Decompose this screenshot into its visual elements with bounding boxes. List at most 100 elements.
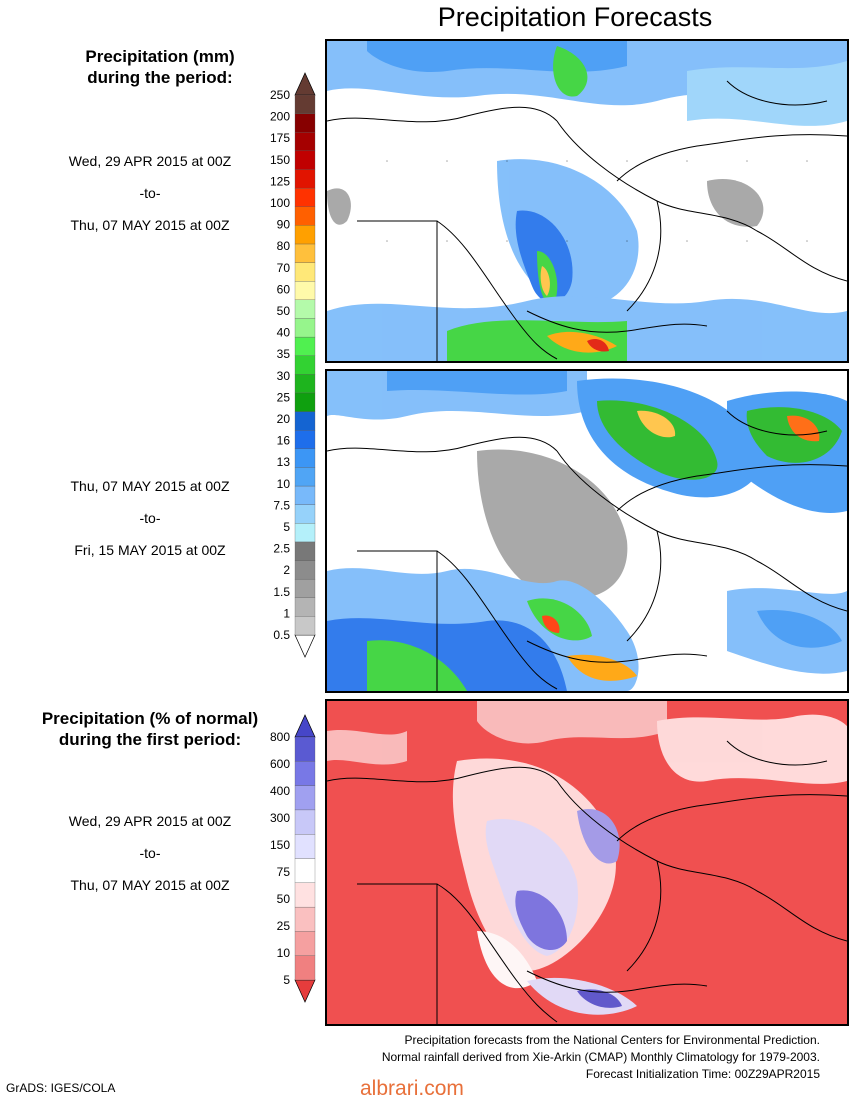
mm-heading-line-2: during the period:	[87, 68, 233, 87]
mm-legend-tick-label: 25	[277, 390, 291, 404]
mm-legend-tick-label: 2.5	[273, 542, 290, 556]
pct-legend-color-box	[294, 834, 316, 859]
mm-period-1-start: Wed, 29 APR 2015 at 00Z	[68, 153, 232, 169]
mm-legend-color-box	[294, 467, 316, 487]
mm-period-1: Wed, 29 APR 2015 at 00Z -to- Thu, 07 MAY…	[0, 145, 300, 241]
mm-legend-tick-label: 80	[277, 239, 291, 253]
mm-period-1-to: -to-	[139, 185, 161, 201]
pct-legend-tick-label: 800	[270, 730, 290, 744]
mm-legend-color-box	[294, 504, 316, 524]
mm-period-1-end: Thu, 07 MAY 2015 at 00Z	[70, 217, 230, 233]
mm-legend-color-box	[294, 150, 316, 170]
pct-legend-color-box	[294, 761, 316, 786]
footer-line-1: Precipitation forecasts from the Nationa…	[404, 1033, 820, 1047]
mm-legend-color-box	[294, 132, 316, 152]
mm-color-legend: 0.5 1 1.5 2 2.5 5 7.5 10 13 16 20 25 30 35 40 50 60 70 80 9…	[250, 70, 320, 670]
mm-period-2: Thu, 07 MAY 2015 at 00Z -to- Fri, 15 MAY…	[0, 470, 300, 566]
mm-legend-tick-label: 70	[277, 261, 291, 275]
pct-legend-tick-label: 75	[277, 865, 291, 879]
pct-legend-color-box	[294, 858, 316, 883]
mm-legend-color-box	[294, 392, 316, 412]
mm-legend-tick-label: 7.5	[273, 498, 290, 512]
pct-legend-color-box	[294, 736, 316, 762]
mm-legend-tick-label: 200	[270, 110, 290, 124]
mm-legend-tick-label: 150	[270, 153, 290, 167]
mm-legend-color-box	[294, 560, 316, 580]
pct-legend-color-box	[294, 931, 316, 956]
pct-legend-top-arrow	[294, 714, 316, 738]
mm-legend-tick-label: 13	[277, 455, 291, 469]
mm-legend-color-box	[294, 578, 316, 598]
mm-legend-tick-label: 60	[277, 282, 291, 296]
grads-credit: GrADS: IGES/COLA	[6, 1081, 116, 1095]
pct-legend-color-box	[294, 882, 316, 908]
mm-legend-color-box	[294, 169, 316, 189]
footer-notes: Precipitation forecasts from the Nationa…	[382, 1032, 820, 1083]
mm-legend-tick-label: 10	[277, 477, 291, 491]
mm-legend-tick-label: 125	[270, 174, 290, 188]
mm-legend-color-box	[294, 262, 316, 282]
pct-heading-line-1: Precipitation (% of normal)	[41, 709, 259, 728]
mm-legend-tick-label: 90	[277, 218, 291, 232]
pct-heading: Precipitation (% of normal) during the f…	[0, 708, 310, 750]
mm-legend-color-box	[294, 336, 316, 356]
mm-colorbar: 0.5 1 1.5 2 2.5 5 7.5 10 13 16 20 25 30 35 40 50 60 70 80 9…	[270, 72, 316, 658]
footer-line-2: Normal rainfall derived from Xie-Arkin (…	[381, 1050, 820, 1064]
mm-period-2-start: Thu, 07 MAY 2015 at 00Z	[70, 478, 230, 494]
pct-legend-tick-label: 600	[270, 757, 290, 771]
mm-legend-color-box	[294, 616, 316, 636]
mm-legend-color-box	[294, 281, 316, 300]
mm-legend-color-box	[294, 187, 316, 207]
mm-legend-color-box	[294, 597, 316, 617]
mm-legend-tick-label: 175	[270, 131, 290, 145]
mm-legend-color-box	[294, 206, 316, 226]
map-panel-pct-normal	[325, 699, 849, 1026]
mm-legend-tick-label: 16	[277, 434, 291, 448]
pct-legend-color-box	[294, 785, 316, 811]
pct-normal-map	[327, 701, 847, 1024]
mm-legend-tick-label: 40	[277, 326, 291, 340]
mm-heading: Precipitation (mm) during the period:	[0, 46, 320, 88]
mm-legend-color-box	[294, 448, 316, 468]
mm-legend-tick-label: 250	[270, 88, 290, 102]
mm-period-2-end: Fri, 15 MAY 2015 at 00Z	[74, 542, 226, 558]
pct-legend-color-box	[294, 955, 316, 981]
pct-period: Wed, 29 APR 2015 at 00Z -to- Thu, 07 MAY…	[0, 805, 300, 901]
map-panel-mm-period-1	[325, 39, 849, 363]
precip-map-2	[327, 371, 847, 691]
pct-legend-tick-label: 150	[270, 838, 290, 852]
mm-legend-top-arrow	[294, 72, 316, 96]
mm-legend-color-box	[294, 430, 316, 449]
mm-legend-color-box	[294, 318, 316, 338]
footer-line-3: Forecast Initialization Time: 00Z29APR20…	[585, 1067, 820, 1081]
pct-color-legend: 5 10 25 50 75 150 300 400 600 800	[250, 714, 320, 1015]
pct-legend-color-box	[294, 809, 316, 835]
pct-heading-line-2: during the first period:	[58, 730, 242, 749]
watermark: albrari.com	[360, 1077, 464, 1100]
pct-period-to: -to-	[139, 845, 161, 861]
mm-legend-color-box	[294, 411, 316, 431]
mm-legend-color-box	[294, 299, 316, 319]
pct-legend-bottom-arrow	[294, 979, 316, 1003]
mm-legend-color-box	[294, 243, 316, 263]
pct-legend-tick-label: 25	[277, 919, 291, 933]
mm-legend-color-box	[294, 523, 316, 543]
mm-heading-line-1: Precipitation (mm)	[85, 47, 235, 66]
mm-legend-color-box	[294, 355, 316, 375]
mm-legend-tick-label: 100	[270, 196, 290, 210]
pct-legend-tick-label: 300	[270, 811, 290, 825]
page-title: Precipitation Forecasts	[437, 2, 713, 32]
pct-colorbar: 5 10 25 50 75 150 300 400 600 800	[270, 714, 316, 1003]
mm-legend-tick-label: 20	[277, 412, 291, 426]
mm-legend-tick-label: 30	[277, 369, 291, 383]
mm-legend-tick-label: 5	[283, 520, 290, 534]
mm-legend-color-box	[294, 541, 316, 561]
pct-legend-color-box	[294, 906, 316, 932]
mm-legend-color-box	[294, 374, 316, 394]
pct-legend-tick-label: 5	[283, 973, 290, 987]
pct-period-start: Wed, 29 APR 2015 at 00Z	[68, 813, 232, 829]
mm-legend-tick-label: 1	[283, 606, 290, 620]
mm-legend-color-box	[294, 113, 316, 133]
mm-legend-tick-label: 0.5	[273, 628, 290, 642]
mm-period-2-to: -to-	[139, 510, 161, 526]
